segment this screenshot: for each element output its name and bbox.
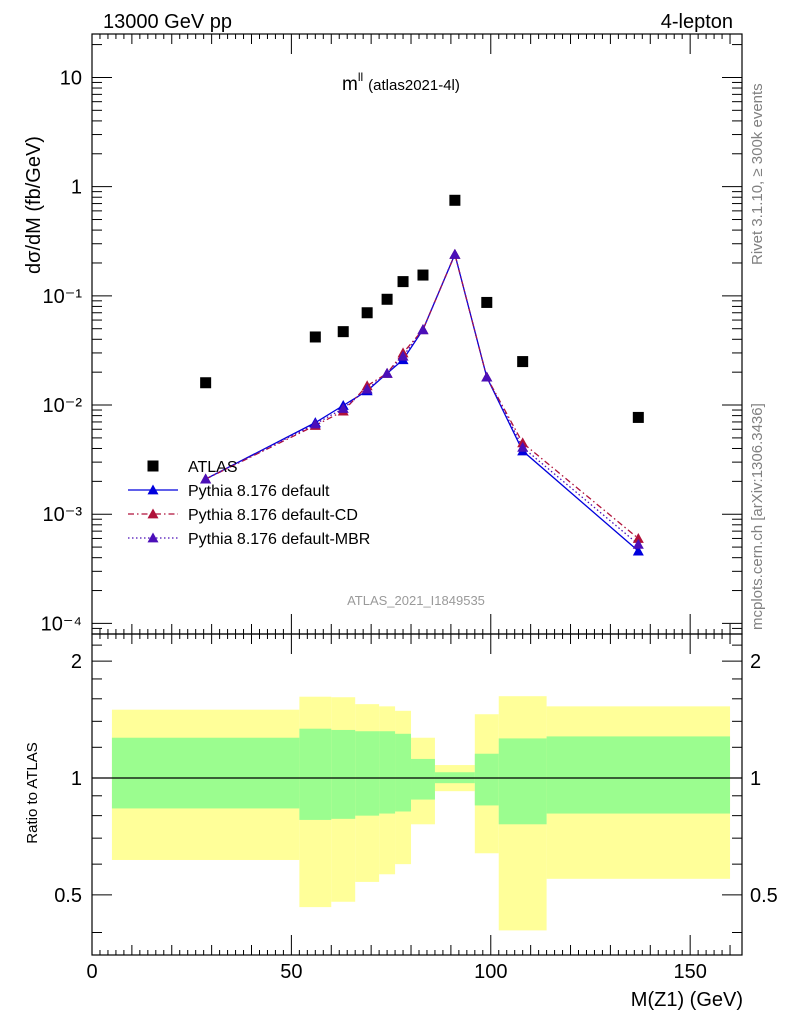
pythia-8-176-default-point: [632, 545, 644, 556]
atlas-point: [632, 411, 644, 423]
atlas-point: [449, 194, 461, 206]
atlas-point: [381, 293, 393, 305]
stat-uncertainty-band: [395, 733, 412, 812]
plot-title-suffix: (atlas2021-4l): [368, 77, 460, 94]
x-axis-ticks: 0 50 100 150: [86, 34, 731, 983]
legend-pythia-8-176-default-label: Pythia 8.176 default: [188, 483, 330, 500]
stat-uncertainty-band: [379, 731, 396, 814]
pythia-8-176-default-cd-point: [632, 532, 644, 543]
ratio-y-axis-label: Ratio to ATLAS: [24, 742, 41, 843]
atlas-point: [200, 377, 212, 389]
ratio-y-tick-label: 2: [71, 651, 82, 673]
stat-uncertainty-band: [546, 736, 731, 814]
atlas-point: [361, 307, 373, 319]
x-tick-label: 50: [280, 961, 302, 983]
analysis-watermark: ATLAS_2021_I1849535: [347, 593, 485, 608]
y-tick-label: 10⁻¹: [43, 286, 83, 308]
plot-title-sup: ll: [358, 70, 363, 84]
stat-uncertainty-band: [111, 737, 300, 809]
x-tick-label: 150: [673, 961, 706, 983]
legend-pythia-8-176-default-marker: [147, 484, 159, 495]
pythia-8-176-default-mbr-point: [200, 473, 212, 484]
stat-uncertainty-band: [299, 728, 332, 820]
energy-label: 13000 GeV pp: [103, 11, 232, 33]
pythia-8-176-default-mbr-point: [632, 538, 644, 549]
legend: ATLAS Pythia 8.176 default Pythia 8.176 de…: [128, 459, 370, 548]
x-tick-label: 100: [474, 961, 507, 983]
ratio-y-tick-label-right: 0.5: [750, 885, 778, 907]
pythia-8-176-default-mbr-point: [309, 418, 321, 429]
pythia-8-176-default-mbr-point: [517, 441, 529, 452]
pythia-8-176-default-cd-line: [205, 252, 639, 539]
stat-uncertainty-band: [411, 758, 435, 800]
pythia-8-176-default-mbr-point: [337, 402, 349, 413]
atlas-point: [309, 331, 321, 343]
ratio-y-tick-label-right: 2: [750, 651, 761, 673]
mcplots-label: mcplots.cern.ch [arXiv:1306.3436]: [749, 403, 766, 630]
plot-title: mll (atlas2021-4l): [342, 70, 460, 95]
legend-pythia-8-176-default-mbr-marker: [147, 532, 159, 543]
ratio-uncertainty-bands: [111, 696, 731, 931]
y-tick-label: 10⁻²: [43, 395, 83, 417]
x-tick-label: 0: [86, 961, 97, 983]
ratio-y-tick-label-right: 1: [750, 768, 761, 790]
main-y-axis-label: dσ/dM (fb/GeV): [23, 136, 45, 274]
pythia-8-176-default-mbr-point: [481, 371, 493, 382]
y-tick-label: 1: [71, 177, 82, 199]
rivet-label: Rivet 3.1.10, ≥ 300k events: [749, 83, 766, 265]
y-tick-label: 10: [60, 67, 82, 89]
pythia-8-176-default-mbr-point: [381, 367, 393, 378]
y-tick-label: 10⁻⁴: [41, 613, 82, 635]
atlas-point: [481, 296, 493, 308]
pythia-8-176-default-mbr-point: [397, 350, 409, 361]
pythia-8-176-default-mbr-line: [205, 252, 639, 545]
stat-uncertainty-band: [331, 729, 356, 819]
x-axis-label: M(Z1) (GeV): [631, 989, 743, 1011]
plot-title-main: m: [342, 74, 358, 95]
legend-pythia-8-176-default-cd-marker: [147, 508, 159, 519]
ratio-y-tick-label: 1: [71, 768, 82, 790]
legend-pythia-8-176-default-cd-label: Pythia 8.176 default-CD: [188, 507, 358, 524]
stat-uncertainty-band: [355, 731, 380, 816]
ratio-y-tick-label: 0.5: [54, 885, 82, 907]
atlas-point: [517, 356, 529, 368]
atlas-point: [397, 276, 409, 288]
stat-uncertainty-band: [498, 738, 547, 825]
legend-atlas-marker: [147, 460, 159, 472]
atlas-point: [337, 326, 349, 338]
y-tick-label: 10⁻³: [43, 504, 83, 526]
legend-atlas-label: ATLAS: [188, 459, 238, 476]
pythia-8-176-default-mbr-point: [361, 383, 373, 394]
series-markers: [200, 194, 644, 556]
pythia-8-176-default-mbr-point: [449, 248, 461, 259]
pythia-8-176-default-mbr-point: [417, 324, 429, 335]
ratio-plot-frame: [91, 633, 743, 956]
main-axis-ticks: 10⁻⁴ 10⁻³ 10⁻² 10⁻¹ 1 10: [41, 44, 742, 635]
legend-pythia-8-176-default-mbr-label: Pythia 8.176 default-MBR: [188, 531, 370, 548]
process-label: 4-lepton: [661, 11, 733, 33]
stat-uncertainty-band: [474, 753, 499, 806]
ratio-axis-ticks: 0.5 0.5 1 1 2 2: [54, 644, 778, 933]
atlas-point: [417, 269, 429, 281]
